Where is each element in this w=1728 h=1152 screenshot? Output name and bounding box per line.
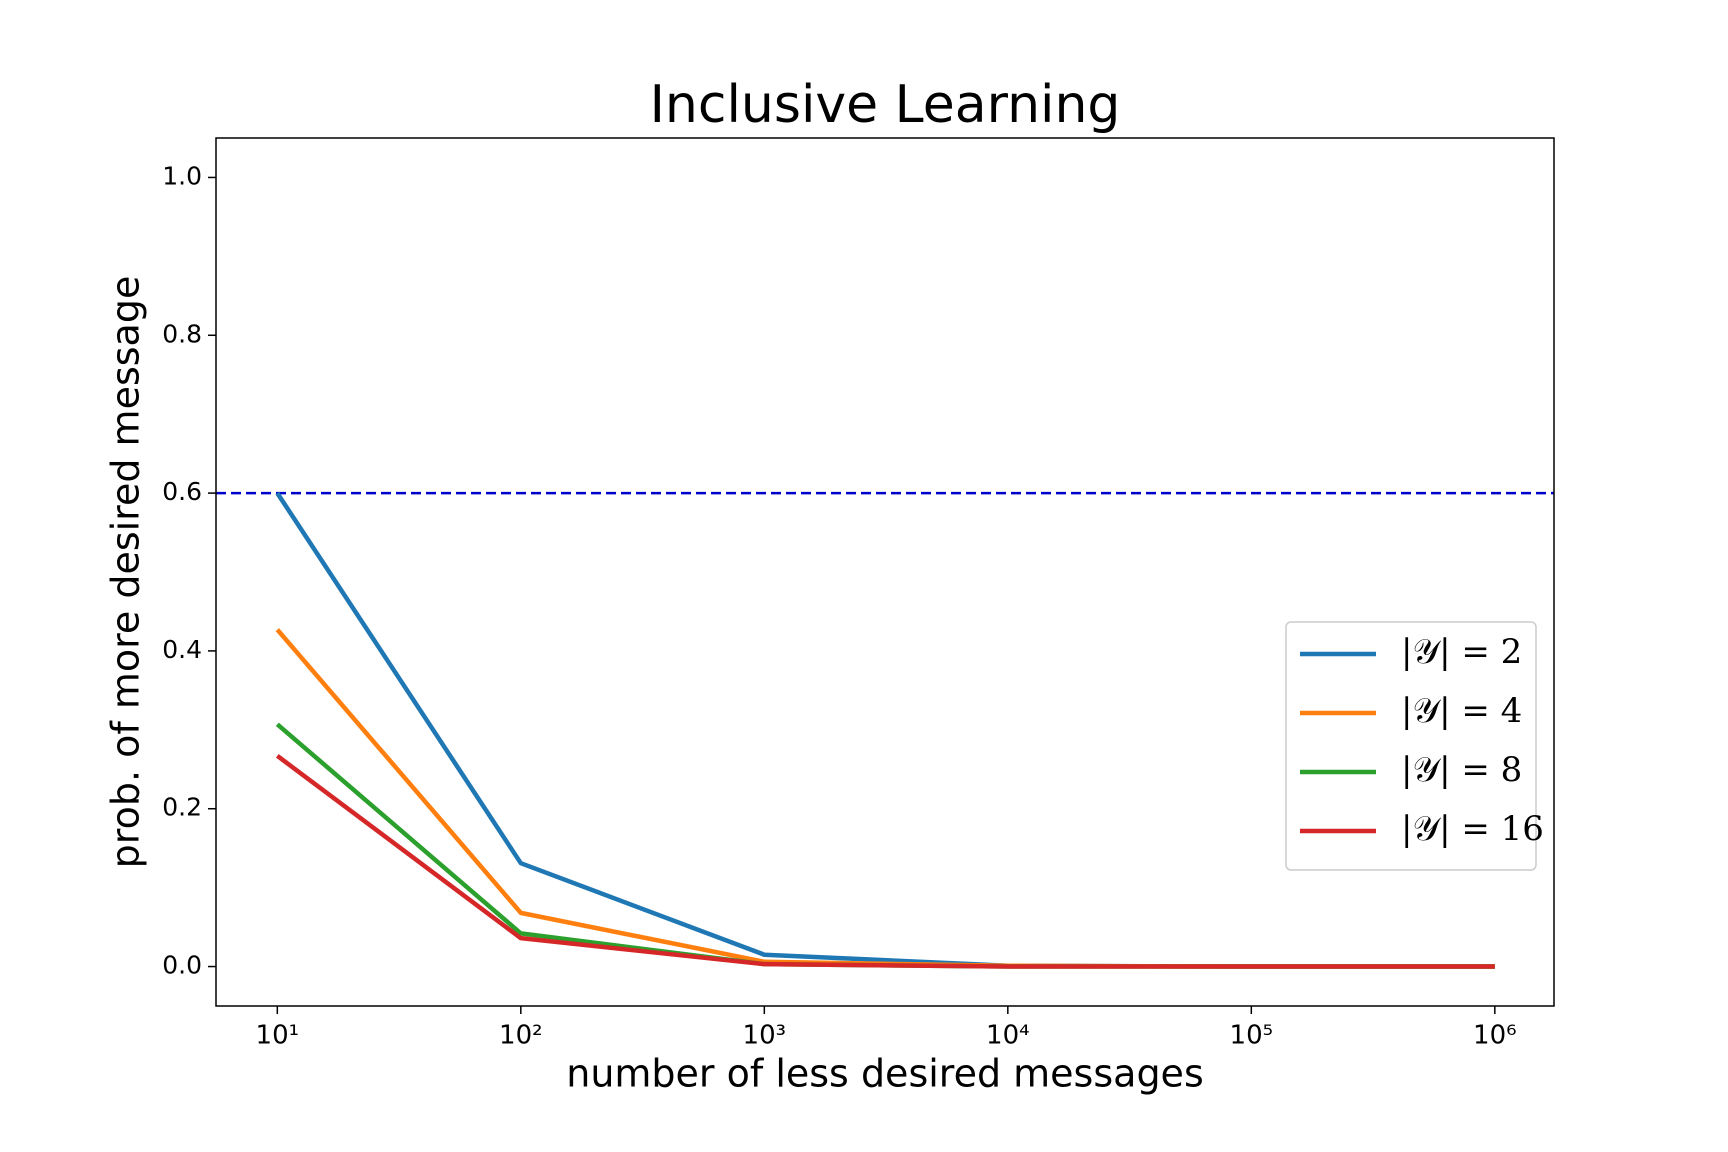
y-axis-label: prob. of more desired message — [104, 276, 148, 869]
x-axis-label: number of less desired messages — [566, 1052, 1204, 1096]
series-line — [275, 754, 1495, 969]
legend-label: |𝒴| = 8 — [1401, 750, 1522, 790]
x-tick-label: 10⁵ — [1230, 1021, 1274, 1051]
legend-box — [1285, 621, 1537, 871]
y-tick-label: 0.0 — [162, 951, 202, 980]
chart-title: Inclusive Learning — [650, 75, 1121, 135]
x-tick-label: 10¹ — [256, 1021, 300, 1051]
legend-label: |𝒴| = 4 — [1401, 691, 1522, 731]
y-tick-label: 0.6 — [162, 477, 202, 506]
y-tick-label: 1.0 — [162, 161, 202, 190]
y-tick-label: 0.4 — [162, 635, 202, 664]
plot-frame — [215, 137, 1555, 1007]
x-tick-label: 10⁶ — [1473, 1021, 1517, 1051]
legend-label: |𝒴| = 16 — [1401, 809, 1544, 849]
y-tick-label: 0.8 — [162, 319, 202, 348]
legend-label: |𝒴| = 2 — [1401, 632, 1522, 672]
x-tick-label: 10² — [499, 1021, 543, 1051]
y-tick-label: 0.2 — [162, 793, 202, 822]
x-tick-label: 10⁴ — [986, 1021, 1030, 1051]
x-tick-label: 10³ — [743, 1021, 787, 1051]
